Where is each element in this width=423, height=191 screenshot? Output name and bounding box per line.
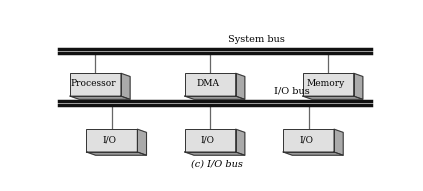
Polygon shape [70, 96, 130, 99]
Text: I/O: I/O [103, 135, 117, 144]
Text: I/O bus: I/O bus [274, 87, 310, 96]
Polygon shape [137, 129, 146, 155]
Text: I/O: I/O [299, 135, 313, 144]
Polygon shape [283, 152, 343, 155]
Polygon shape [236, 73, 245, 99]
FancyBboxPatch shape [185, 129, 236, 152]
Text: Memory: Memory [307, 79, 345, 88]
FancyBboxPatch shape [185, 73, 236, 96]
Polygon shape [86, 152, 146, 155]
FancyBboxPatch shape [303, 73, 354, 96]
Text: I/O: I/O [201, 135, 215, 144]
FancyBboxPatch shape [70, 73, 121, 96]
Text: Processor: Processor [70, 79, 116, 88]
Polygon shape [121, 73, 130, 99]
Polygon shape [354, 73, 363, 99]
Text: DMA: DMA [196, 79, 220, 88]
Text: (c) I/O bus: (c) I/O bus [191, 159, 243, 168]
Polygon shape [185, 152, 245, 155]
Polygon shape [236, 129, 245, 155]
Text: System bus: System bus [228, 35, 285, 44]
Polygon shape [303, 96, 363, 99]
FancyBboxPatch shape [283, 129, 334, 152]
FancyBboxPatch shape [86, 129, 137, 152]
Polygon shape [185, 96, 245, 99]
Polygon shape [334, 129, 343, 155]
